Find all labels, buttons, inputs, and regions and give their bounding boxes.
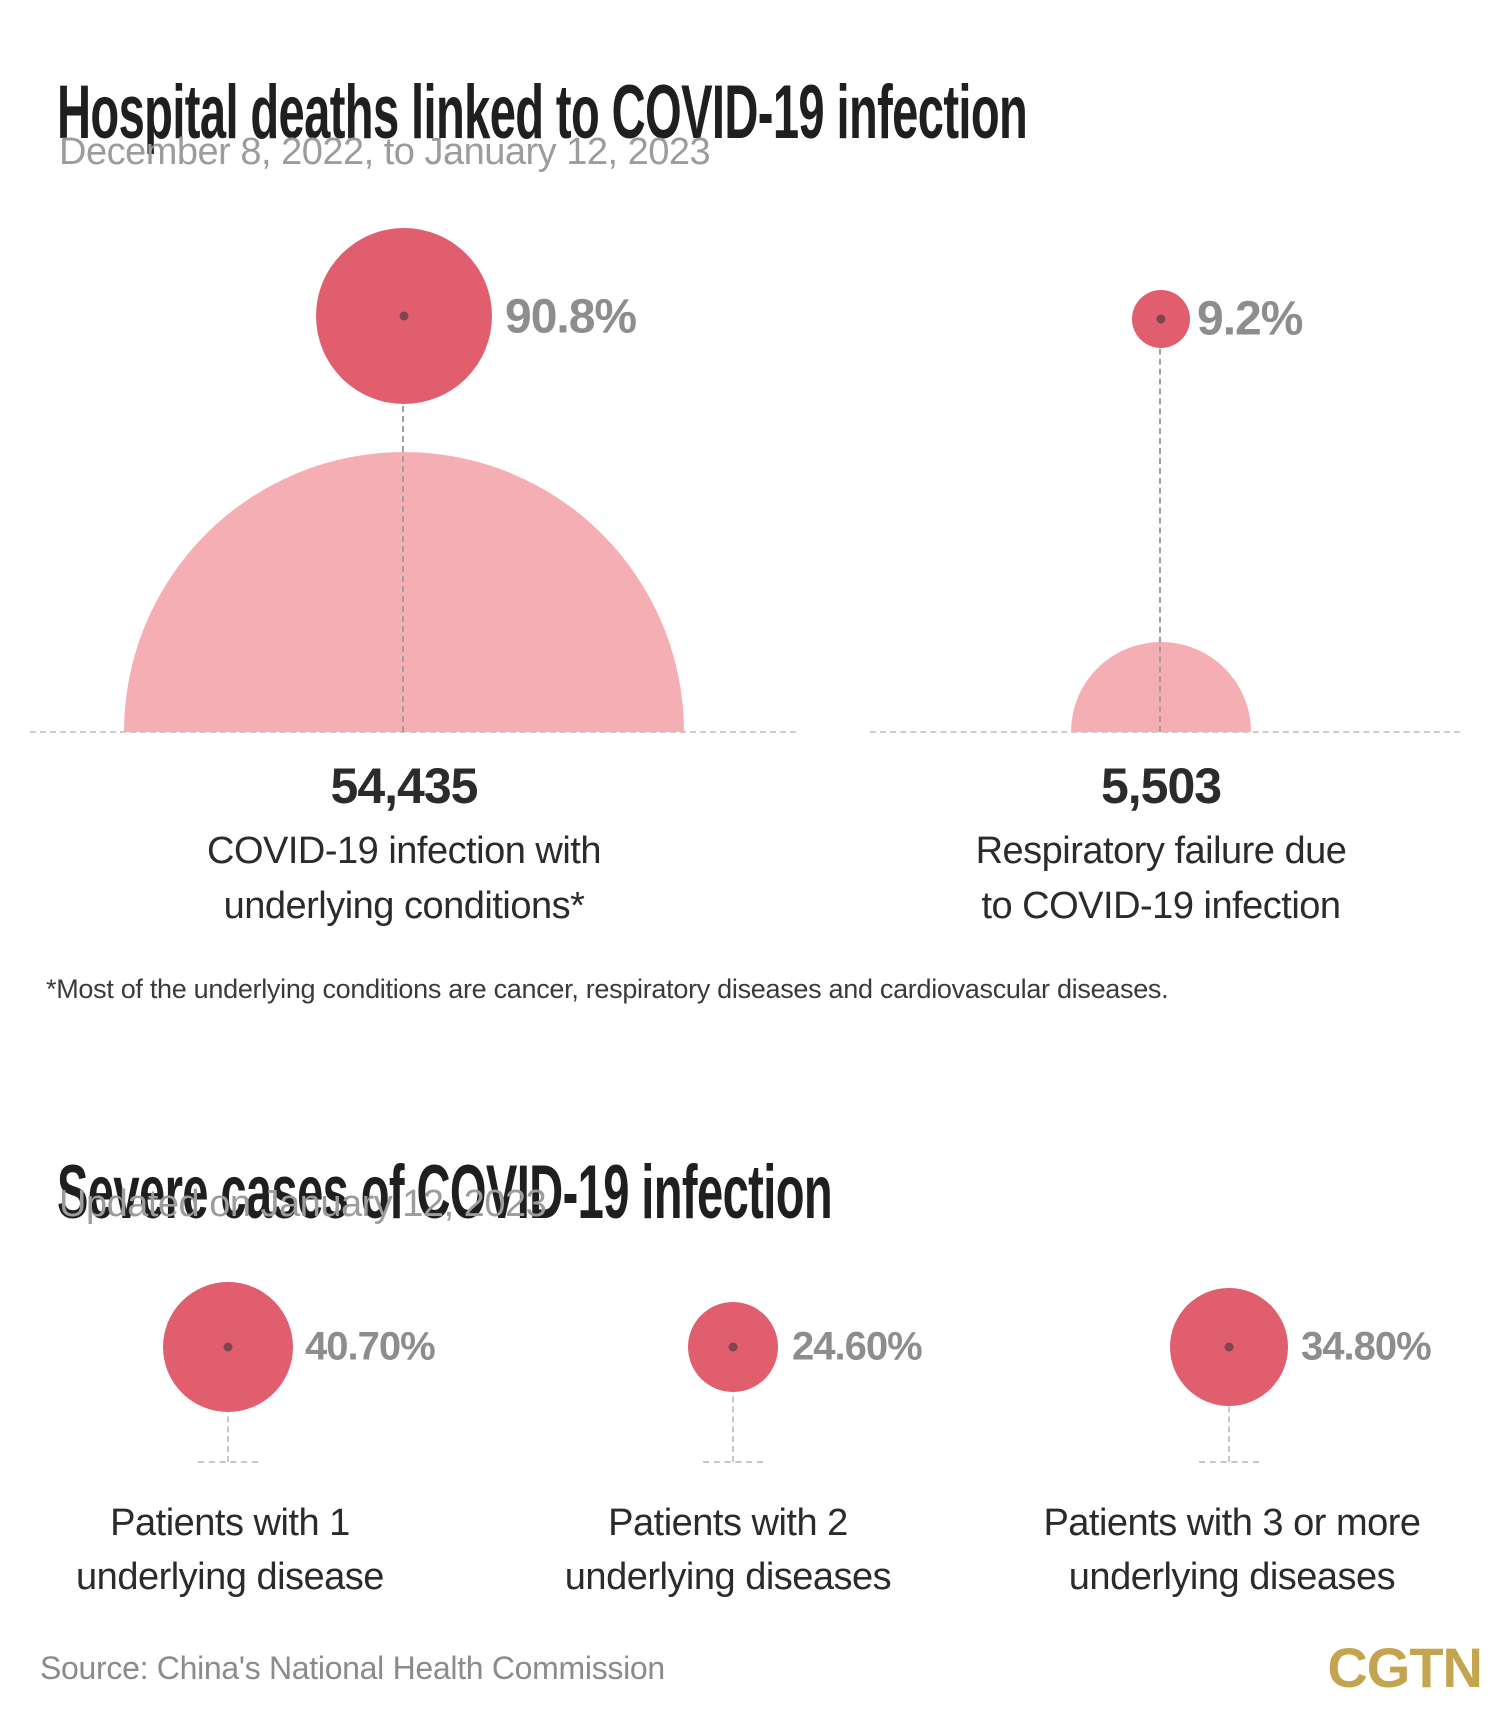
category-label-respiratory: Respiratory failure due to COVID-19 infe…: [861, 824, 1461, 934]
source-text: Source: China's National Health Commissi…: [40, 1650, 665, 1686]
category-label-line: Patients with 1: [110, 1502, 350, 1544]
baseline-left: [30, 731, 796, 733]
category-label-underlying: COVID-19 infection with underlying condi…: [104, 824, 704, 934]
baseline-tick: [1199, 1461, 1259, 1463]
baseline-tick: [703, 1461, 763, 1463]
category-label-line: underlying diseases: [1068, 1556, 1396, 1598]
footnote: *Most of the underlying conditions are c…: [46, 974, 1169, 1004]
category-label-line: to COVID-19 infection: [981, 885, 1341, 927]
category-label-line: underlying diseases: [564, 1556, 892, 1598]
category-label-line: Patients with 2: [608, 1502, 848, 1544]
baseline-right: [870, 731, 1460, 733]
leader-line-underlying: [402, 316, 404, 732]
category-label-line: underlying conditions*: [223, 885, 585, 927]
value-label-underlying: 54,435: [330, 758, 479, 814]
percent-label-underlying: 90.8%: [505, 290, 637, 344]
category-label-1-disease: Patients with 1 underlying disease: [0, 1496, 490, 1604]
category-label-line: underlying disease: [76, 1556, 384, 1598]
deaths-section-subtitle: December 8, 2022, to January 12, 2023: [59, 131, 711, 173]
category-label-line: Patients with 3 or more: [1043, 1502, 1421, 1544]
proportion-dome-respiratory: [1071, 642, 1251, 732]
bubble-center-dot: [399, 311, 409, 321]
category-label-line: Respiratory failure due: [975, 830, 1347, 872]
bubble-center-dot: [223, 1342, 233, 1352]
leader-line: [732, 1347, 734, 1462]
leader-line-respiratory: [1159, 319, 1161, 732]
severe-section-subtitle: Updated on January 12, 2023: [59, 1183, 547, 1225]
category-label-line: COVID-19 infection with: [207, 830, 602, 872]
deaths-section-title: Hospital deaths linked to COVID-19 infec…: [57, 69, 1028, 155]
category-label-2-diseases: Patients with 2 underlying diseases: [468, 1496, 988, 1604]
cgtn-logo: CGTN: [1327, 1636, 1483, 1699]
severe-section-title: Severe cases of COVID-19 infection: [57, 1150, 833, 1236]
bubble-center-dot: [1156, 314, 1166, 324]
category-label-3-or-more: Patients with 3 or more underlying disea…: [972, 1496, 1492, 1604]
percent-label-3-or-more: 34.80%: [1301, 1324, 1432, 1369]
bubble-center-dot: [1224, 1342, 1234, 1352]
value-label-respiratory: 5,503: [1100, 758, 1222, 814]
baseline-tick: [198, 1461, 258, 1463]
bubble-center-dot: [728, 1342, 738, 1352]
percent-label-1-disease: 40.70%: [305, 1324, 436, 1369]
percent-label-respiratory: 9.2%: [1197, 292, 1303, 346]
percent-label-2-diseases: 24.60%: [792, 1324, 923, 1369]
proportion-dome-underlying: [124, 452, 684, 732]
